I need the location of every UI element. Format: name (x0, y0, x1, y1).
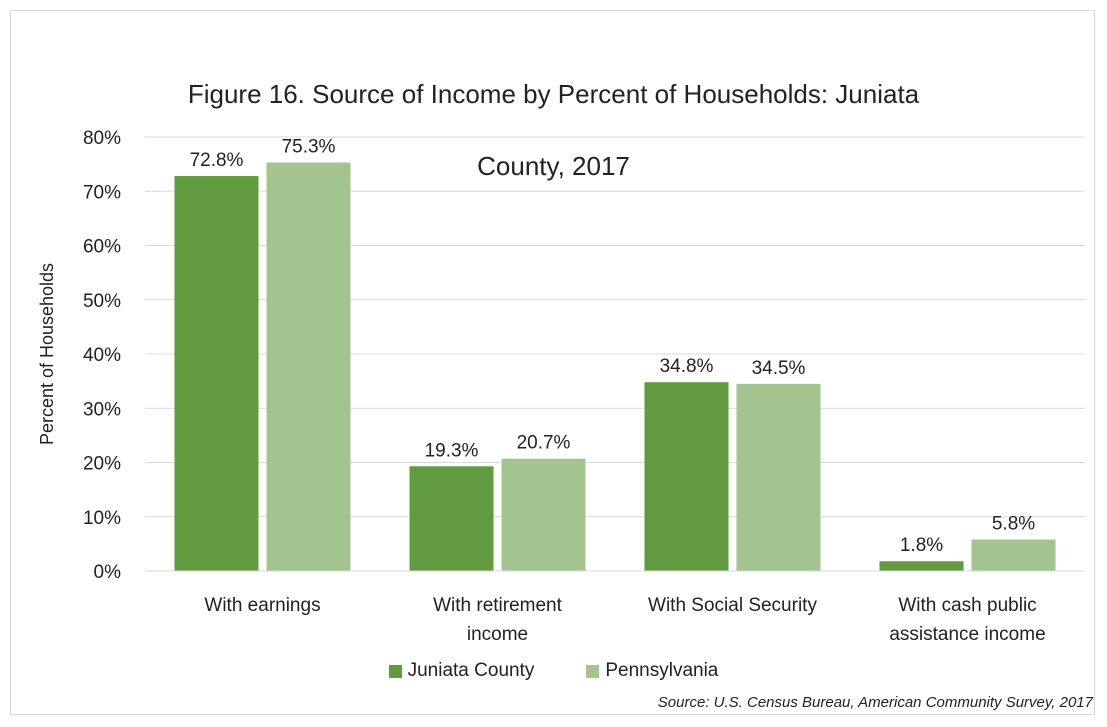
bar-juniata (174, 176, 259, 571)
bar-juniata (409, 466, 494, 571)
data-label-juniata: 34.8% (660, 356, 714, 377)
category-label: income (467, 624, 528, 645)
y-tick-label: 40% (83, 345, 121, 366)
legend-swatch-juniata (388, 664, 402, 678)
source-note: Source: U.S. Census Bureau, American Com… (657, 694, 1093, 711)
legend-label-pennsylvania: Pennsylvania (605, 660, 719, 681)
category-label: With retirement (433, 595, 563, 616)
y-tick-label: 20% (83, 454, 121, 475)
y-tick-label: 10% (83, 508, 121, 529)
bar-juniata (644, 382, 729, 571)
bar-pennsylvania (736, 383, 821, 571)
data-label-pennsylvania: 5.8% (992, 514, 1035, 535)
category-label: With cash public (898, 595, 1036, 616)
category-label: With Social Security (648, 595, 817, 616)
legend-swatch-pennsylvania (586, 664, 600, 678)
bar-pennsylvania (971, 539, 1056, 571)
chart-title: Figure 16. Source of Income by Percent o… (0, 40, 1107, 220)
data-label-pennsylvania: 75.3% (282, 136, 336, 157)
y-axis-title: Percent of Households (37, 263, 57, 445)
data-label-juniata: 72.8% (190, 150, 244, 171)
y-tick-label: 0% (94, 562, 122, 583)
bar-juniata (879, 561, 964, 571)
category-label: With earnings (204, 595, 320, 616)
chart-title-line1: Figure 16. Source of Income by Percent o… (187, 79, 920, 109)
data-label-pennsylvania: 20.7% (517, 433, 571, 454)
y-tick-label: 60% (83, 237, 121, 258)
data-label-juniata: 1.8% (900, 535, 943, 556)
legend-item-pennsylvania: Pennsylvania (586, 660, 718, 682)
y-tick-label: 70% (83, 182, 121, 203)
y-tick-label: 50% (83, 291, 121, 312)
data-label-juniata: 19.3% (425, 440, 479, 461)
bar-pennsylvania (501, 458, 586, 571)
chart-title-line2: County, 2017 (477, 151, 630, 181)
legend-item-juniata: Juniata County (388, 660, 535, 682)
category-label: assistance income (889, 624, 1045, 645)
legend: Juniata County Pennsylvania (0, 660, 1107, 682)
data-label-pennsylvania: 34.5% (752, 358, 806, 379)
y-tick-label: 80% (83, 128, 121, 149)
legend-label-juniata: Juniata County (407, 660, 535, 681)
bar-pennsylvania (266, 162, 351, 571)
y-tick-label: 30% (83, 399, 121, 420)
